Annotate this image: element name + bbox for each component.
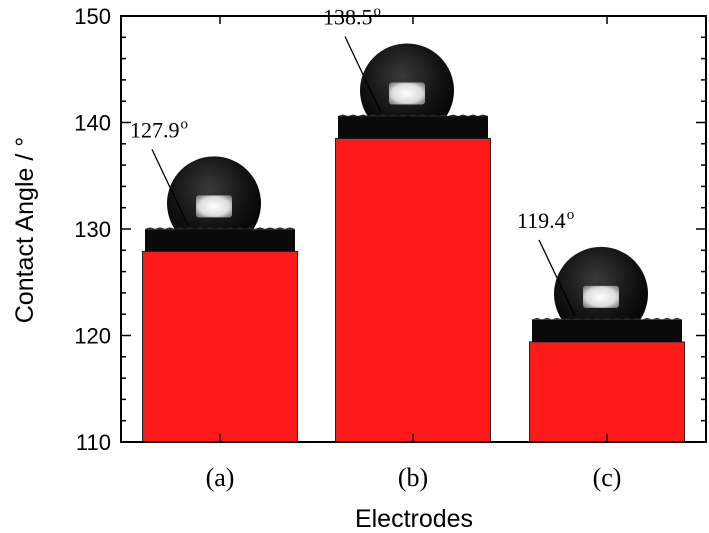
substrate-block (338, 116, 488, 139)
bar-1 (335, 137, 491, 443)
substrate-edge (145, 227, 295, 230)
axes-group: 110 120 130 140 150 (a) (b) (c) (74, 4, 707, 492)
droplet-highlight (196, 195, 232, 218)
value-label-degree-2: o (567, 207, 575, 223)
leader-line-2 (538, 239, 576, 317)
substrate-edge (532, 317, 682, 320)
x-axis-label: Electrodes (355, 505, 473, 533)
substrate-block (532, 319, 682, 342)
value-label-2: 119.4 (517, 208, 566, 233)
substrate-block (145, 229, 295, 252)
x-tick-label: (b) (398, 463, 428, 492)
leader-line-1 (344, 36, 382, 113)
droplet-inset-2: 119.4 o (517, 207, 682, 342)
droplet-highlight (389, 82, 425, 105)
droplet-inset-1: 138.5 o (323, 3, 488, 139)
substrate-edge (338, 114, 488, 117)
bar-2 (529, 341, 685, 443)
y-tick-label: 150 (74, 4, 111, 29)
value-label-degree-1: o (374, 3, 382, 19)
y-tick-label: 110 (76, 430, 111, 455)
value-label-0: 127.9 (130, 117, 180, 142)
value-label-degree-0: o (181, 116, 189, 132)
bar-0 (142, 250, 298, 443)
y-tick-label: 140 (74, 111, 111, 136)
x-tick-label: (c) (593, 463, 622, 492)
y-axis-label: Contact Angle / ° (11, 137, 39, 324)
y-tick-label: 130 (74, 217, 111, 242)
x-tick-label: (a) (206, 463, 235, 492)
droplet-inset-0: 127.9 o (130, 116, 295, 252)
y-tick-label: 120 (74, 324, 111, 349)
leader-line-0 (151, 149, 189, 226)
droplet-highlight (583, 285, 619, 308)
